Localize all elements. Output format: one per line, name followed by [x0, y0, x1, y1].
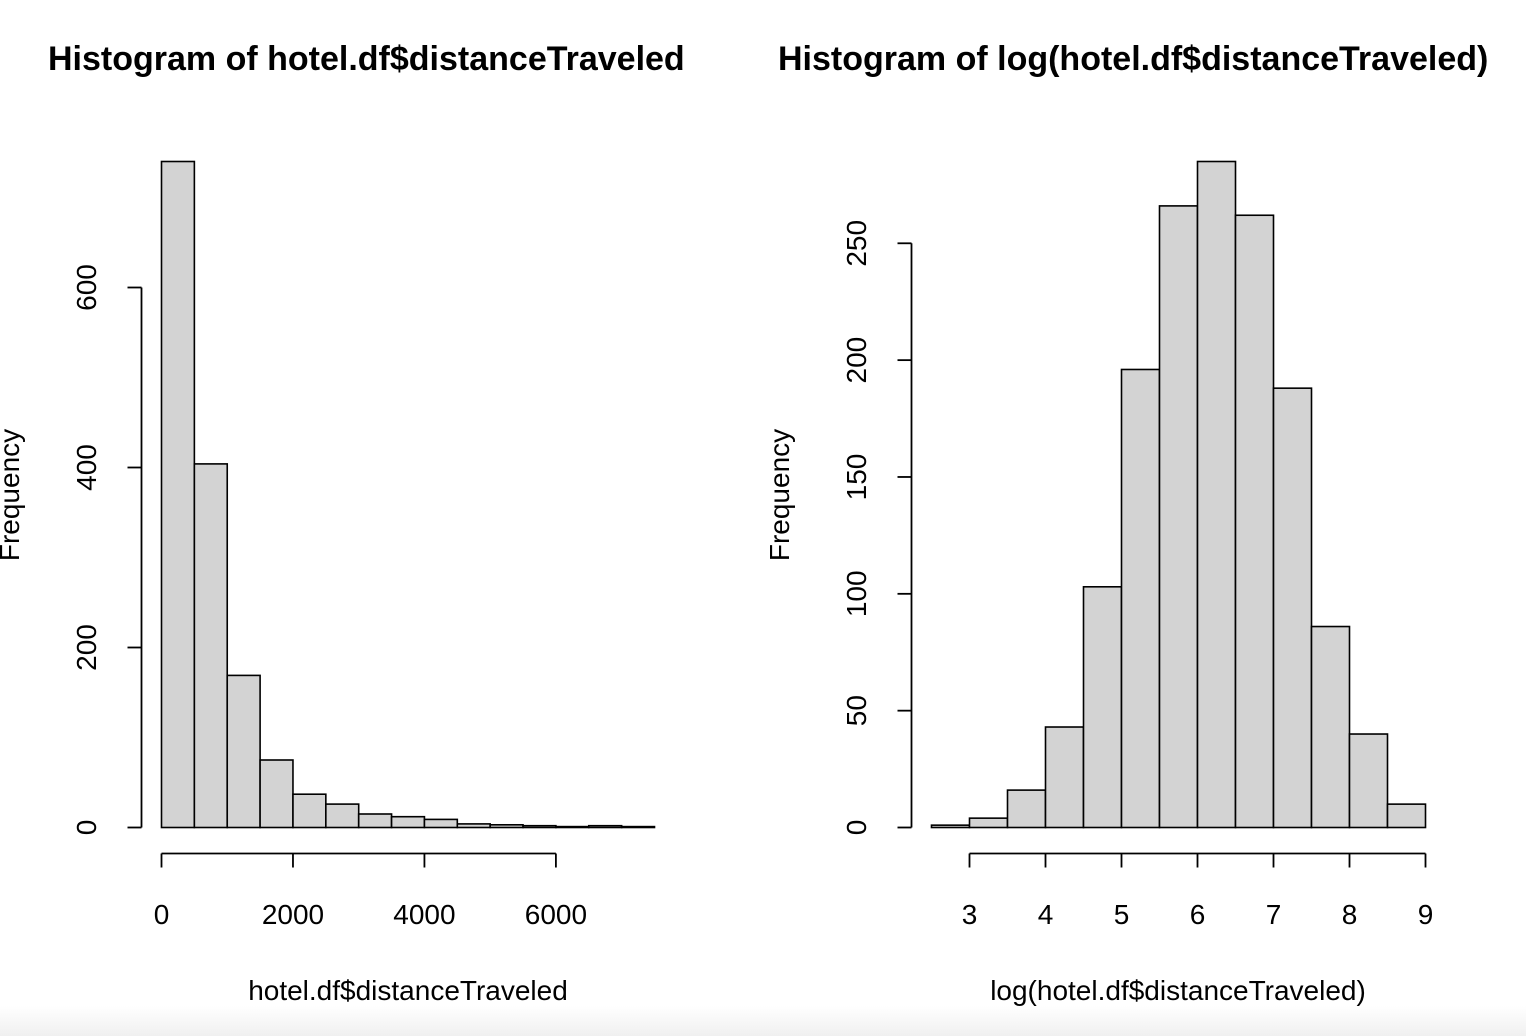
x-axis-left: 0 2000 4000 6000 [154, 852, 587, 930]
histogram-bar [522, 824, 557, 829]
x-tick-label: 4000 [393, 899, 455, 930]
y-tick-label: 250 [841, 220, 872, 267]
bars-right [930, 160, 1427, 829]
y-tick-label: 200 [71, 624, 102, 671]
y-tick-label: 150 [841, 454, 872, 501]
histogram-panel-left: Histogram of hotel.df$distanceTraveled h… [0, 40, 685, 1006]
y-axis-right: 0 50 100 150 200 250 [841, 220, 913, 836]
x-axis-label-right: log(hotel.df$distanceTraveled) [990, 975, 1366, 1006]
chart-title-right: Histogram of log(hotel.df$distanceTravel… [778, 40, 1488, 78]
histogram-bar [587, 824, 623, 829]
y-axis-left: 0 200 400 600 [71, 264, 143, 836]
x-tick-label: 6 [1190, 899, 1206, 930]
y-tick-label: 50 [841, 695, 872, 726]
x-tick-label: 7 [1266, 899, 1282, 930]
histogram-bar [968, 817, 1009, 829]
y-tick-label: 100 [841, 570, 872, 617]
x-tick-label: 9 [1418, 899, 1434, 930]
histogram-bar [1120, 368, 1161, 829]
y-tick-label: 600 [71, 264, 102, 311]
x-axis-right: 3 4 5 6 7 8 9 [962, 852, 1434, 930]
window-bottom-edge [0, 1006, 1526, 1036]
y-tick-label: 200 [841, 337, 872, 384]
x-tick-label: 2000 [262, 899, 324, 930]
histogram-bar [423, 818, 459, 829]
x-tick-label: 3 [962, 899, 978, 930]
y-tick-label: 0 [841, 820, 872, 836]
bars-left [160, 160, 656, 829]
histogram-bar [1082, 586, 1123, 829]
x-axis-label-left: hotel.df$distanceTraveled [248, 975, 568, 1006]
histogram-bar [193, 463, 229, 829]
x-tick-label: 0 [154, 899, 170, 930]
histogram-bar [292, 793, 327, 829]
histogram-bar [620, 825, 656, 829]
histogram-bar [1234, 214, 1275, 829]
y-tick-label: 0 [71, 820, 102, 836]
histogram-bar [1196, 160, 1237, 829]
histogram-bar [226, 674, 261, 829]
histogram-bar [489, 823, 524, 829]
histogram-bar [325, 803, 360, 829]
y-axis-label-right: Frequency [764, 429, 795, 561]
chart-title-left: Histogram of hotel.df$distanceTraveled [48, 40, 685, 78]
histogram-bar [456, 823, 491, 829]
y-tick-label: 400 [71, 444, 102, 491]
x-tick-label: 4 [1038, 899, 1054, 930]
histogram-bar [1272, 387, 1313, 829]
histogram-bar [160, 160, 196, 829]
x-tick-label: 8 [1342, 899, 1358, 930]
histogram-bar [390, 815, 426, 829]
histogram-bar [1044, 726, 1085, 829]
histogram-bar [1006, 789, 1047, 829]
histogram-panel-right: Histogram of log(hotel.df$distanceTravel… [764, 40, 1488, 1006]
histogram-bar [1158, 205, 1199, 829]
histogram-bar [1348, 733, 1389, 829]
histogram-bar [930, 824, 971, 829]
histogram-bar [357, 813, 393, 829]
histogram-bar [259, 759, 294, 829]
histogram-bar [1386, 803, 1427, 829]
histogram-bar [555, 825, 590, 829]
x-tick-label: 5 [1114, 899, 1130, 930]
histogram-bar [1310, 625, 1351, 829]
y-axis-label-left: Frequency [0, 429, 25, 561]
x-tick-label: 6000 [525, 899, 587, 930]
